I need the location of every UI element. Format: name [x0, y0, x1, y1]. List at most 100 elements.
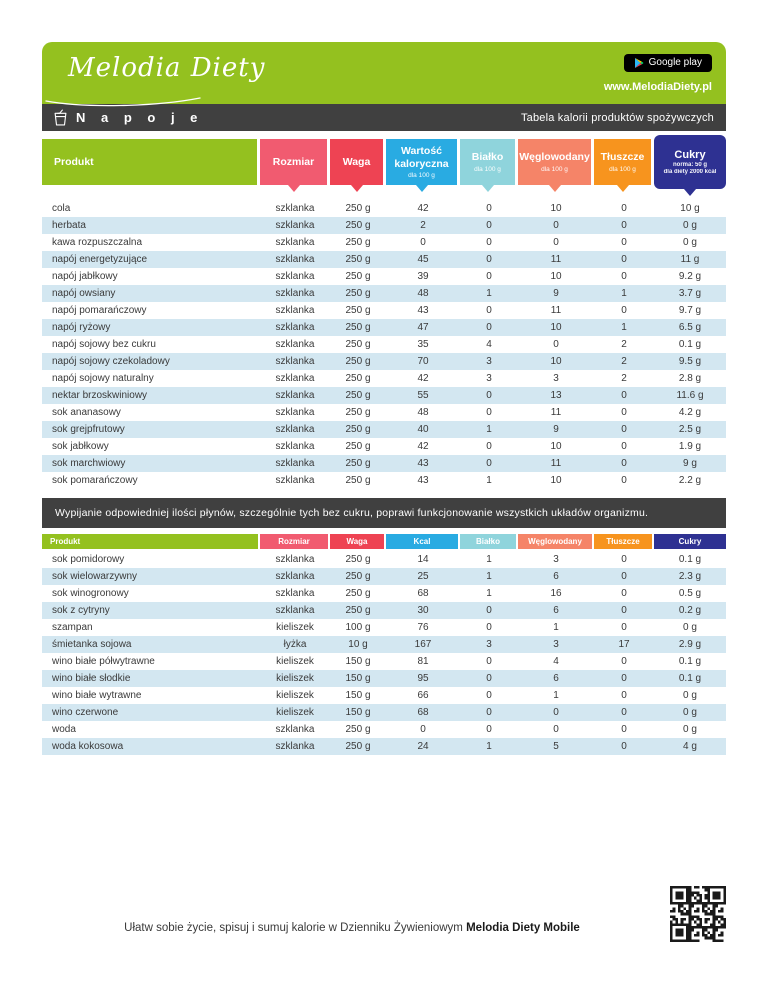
value-cell: 0	[486, 220, 492, 231]
value-cell: 4.2 g	[678, 407, 702, 418]
column-pointer-icon	[616, 185, 629, 192]
value-cell: kieliszek	[276, 707, 314, 718]
product-name-cell: napój energetyzujące	[52, 254, 148, 265]
footer: Ułatw sobie życie, spisuj i sumuj kalori…	[42, 886, 726, 942]
table-row: szampan kieliszek 100 g 76 0 1 0 0 g	[42, 619, 726, 636]
value-cell: 6.5 g	[678, 322, 702, 333]
value-cell: 150 g	[345, 673, 371, 684]
product-name-cell: szampan	[52, 622, 93, 633]
google-play-badge[interactable]: Google play	[623, 54, 712, 72]
value-cell: 0	[486, 690, 492, 701]
product-name-cell: napój owsiany	[52, 288, 116, 299]
table-row: napój energetyzujące szklanka 250 g 45 0 11 0 1…	[42, 251, 726, 268]
value-cell: 0	[621, 741, 627, 752]
footer-text-normal: Ułatw sobie życie, spisuj i sumuj kalori…	[124, 922, 463, 934]
value-cell: 250 g	[345, 203, 371, 214]
table-row: sok grejpfrutowy szklanka 250 g 40 1 9 0 2.5 g	[42, 421, 726, 438]
table-row: napój pomarańczowy szklanka 250 g 43 0 11 0 9.7…	[42, 302, 726, 319]
value-cell: 11	[550, 407, 562, 418]
value-cell: 0	[621, 707, 627, 718]
product-name-cell: sok grejpfrutowy	[52, 424, 125, 435]
value-cell: 0	[621, 571, 627, 582]
value-cell: 250 g	[345, 424, 371, 435]
value-cell: 16	[550, 588, 562, 599]
value-cell: szklanka	[275, 237, 315, 248]
value-cell: 47	[417, 322, 429, 333]
value-cell: 0	[621, 407, 627, 418]
value-cell: 1	[486, 554, 492, 565]
value-cell: 48	[417, 407, 429, 418]
product-name-cell: napój sojowy czekoladowy	[52, 356, 170, 367]
value-cell: 1	[553, 690, 559, 701]
value-cell: 1	[553, 622, 559, 633]
value-cell: 0	[486, 622, 492, 633]
value-cell: 11.6 g	[676, 390, 704, 401]
value-cell: 0	[486, 203, 492, 214]
value-cell: 0	[621, 305, 627, 316]
value-cell: łyżka	[283, 639, 307, 650]
column-header-cukry: Cukry norma: 50 g dla diety 2000 kcal	[654, 135, 726, 196]
value-cell: 0	[486, 605, 492, 616]
document: Melodia Diety Google play www.MelodiaDie…	[42, 42, 726, 755]
value-cell: 250 g	[345, 373, 371, 384]
value-cell: 0	[621, 475, 627, 486]
column-header-bialko: Białko dla 100 g	[460, 139, 518, 192]
column-sublabel: dla 100 g	[408, 171, 435, 179]
value-cell: szklanka	[275, 554, 315, 565]
section-title-bar: N a p o j e Tabela kalorii produktów spo…	[42, 104, 726, 131]
value-cell: 1	[486, 475, 492, 486]
website-link[interactable]: www.MelodiaDiety.pl	[603, 81, 712, 93]
value-cell: 1	[486, 571, 492, 582]
value-cell: 0	[621, 424, 627, 435]
value-cell: 30	[417, 605, 429, 616]
value-cell: 0	[621, 441, 627, 452]
table-row: woda kokosowa szklanka 250 g 24 1 5 0 4 g	[42, 738, 726, 755]
value-cell: 250 g	[345, 554, 371, 565]
value-cell: 0	[486, 407, 492, 418]
table-row: sok z cytryny szklanka 250 g 30 0 6 0 0.2 g	[42, 602, 726, 619]
value-cell: 0.2 g	[678, 605, 702, 616]
google-play-icon	[634, 58, 644, 68]
value-cell: 9.2 g	[678, 271, 702, 282]
table-row: napój ryżowy szklanka 250 g 47 0 10 1 6.5 g	[42, 319, 726, 336]
value-cell: 250 g	[345, 441, 371, 452]
value-cell: 70	[417, 356, 429, 367]
value-cell: 0	[621, 673, 627, 684]
column-label: Rozmiar	[272, 155, 315, 168]
value-cell: szklanka	[275, 339, 315, 350]
value-cell: 0	[420, 237, 426, 248]
value-cell: szklanka	[275, 322, 315, 333]
value-cell: 11	[550, 305, 562, 316]
value-cell: 48	[417, 288, 429, 299]
value-cell: 0	[621, 554, 627, 565]
value-cell: 1	[486, 424, 492, 435]
value-cell: 250 g	[345, 741, 371, 752]
value-cell: 0	[621, 271, 627, 282]
value-cell: 0	[621, 724, 627, 735]
value-cell: 250 g	[345, 724, 371, 735]
value-cell: 2	[420, 220, 426, 231]
table-row: herbata szklanka 250 g 2 0 0 0 0 g	[42, 217, 726, 234]
value-cell: 9 g	[683, 458, 697, 469]
value-cell: 0	[486, 724, 492, 735]
table-row: sok winogronowy szklanka 250 g 68 1 16 0 0.5 g	[42, 585, 726, 602]
column-sublabel: dla 100 g	[541, 165, 568, 173]
column-label: Białko	[471, 151, 504, 164]
qr-code	[670, 886, 726, 942]
value-cell: szklanka	[275, 220, 315, 231]
value-cell: 0.1 g	[678, 656, 702, 667]
value-cell: kieliszek	[276, 673, 314, 684]
product-name-cell: napój pomarańczowy	[52, 305, 147, 316]
value-cell: 42	[417, 441, 429, 452]
table-row: sok jabłkowy szklanka 250 g 42 0 10 0 1.9 g	[42, 438, 726, 455]
value-cell: 95	[417, 673, 429, 684]
product-name-cell: herbata	[52, 220, 86, 231]
value-cell: 11	[550, 254, 562, 265]
value-cell: 0	[486, 707, 492, 718]
column-header-cukry: Cukry	[654, 534, 726, 549]
header-right: Google play www.MelodiaDiety.pl	[604, 54, 712, 93]
value-cell: 10	[550, 441, 562, 452]
product-name-cell: sok pomarańczowy	[52, 475, 138, 486]
table1-header: Produkt Rozmiar Waga Wartość kaloryczna dla …	[42, 135, 726, 196]
table-row: napój sojowy czekoladowy szklanka 250 g 70 3…	[42, 353, 726, 370]
